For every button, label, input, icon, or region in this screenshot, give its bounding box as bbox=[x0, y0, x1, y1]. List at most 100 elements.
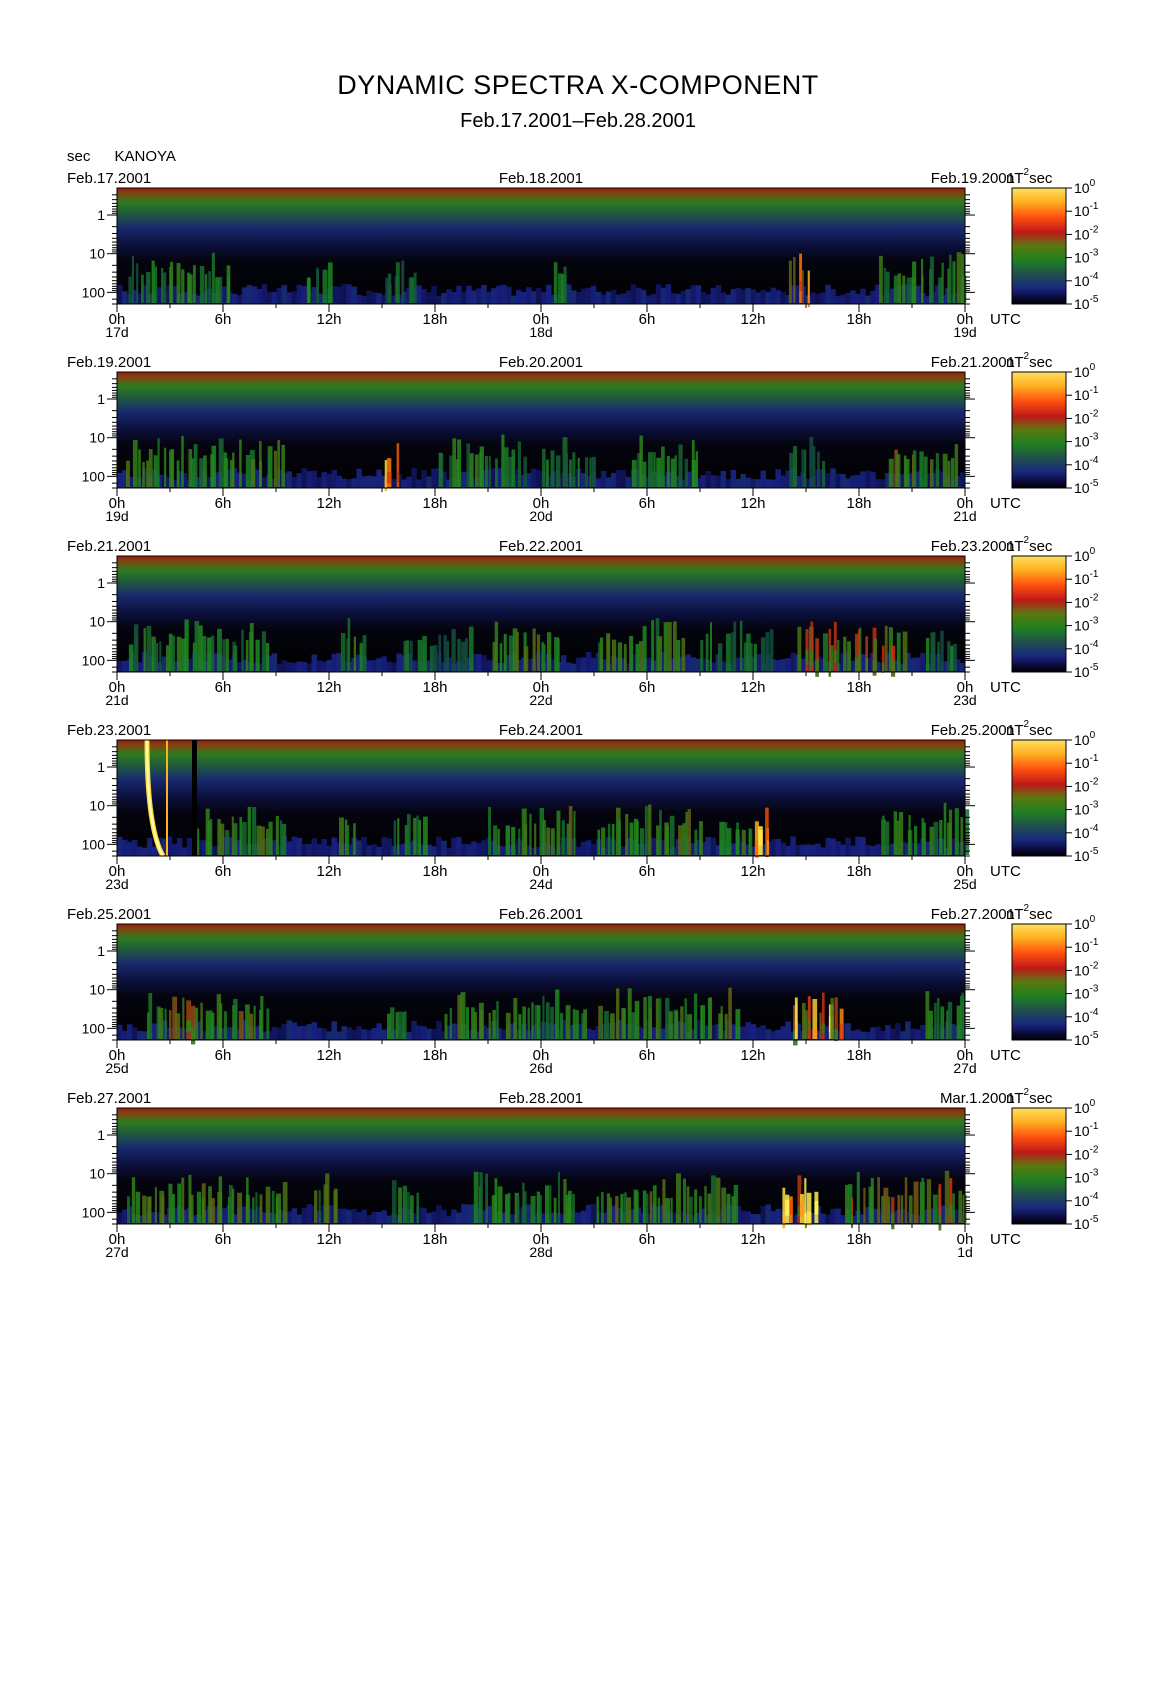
spectrogram-cell bbox=[780, 842, 786, 856]
spectrogram-cell bbox=[790, 652, 796, 672]
spectrogram-cell bbox=[286, 841, 293, 856]
spectrogram-cell bbox=[685, 654, 692, 672]
x-day-label: 20d bbox=[529, 508, 552, 524]
spectrogram-cell bbox=[800, 844, 806, 856]
spectrogram-cell bbox=[466, 844, 472, 856]
spectrogram-cell bbox=[153, 266, 158, 303]
x-day-label: 27d bbox=[953, 1060, 976, 1076]
spectrogram-cell bbox=[647, 452, 653, 487]
spectrogram-cell bbox=[565, 473, 572, 488]
spectrogram-cell bbox=[276, 287, 283, 304]
spectrogram-cell bbox=[678, 825, 683, 855]
spectrogram-cell bbox=[168, 633, 173, 671]
spectrogram-cell bbox=[232, 452, 235, 487]
colorbar-tick-label: 10-4 bbox=[1074, 1191, 1099, 1209]
spectrogram-cell bbox=[855, 1029, 861, 1040]
spectrogram-cell bbox=[715, 1177, 721, 1223]
spectrogram-cell bbox=[885, 821, 890, 855]
spectrogram-cell bbox=[306, 471, 313, 488]
spectrogram-cell bbox=[406, 814, 411, 855]
spectrogram-cell bbox=[821, 461, 826, 487]
spectrogram-cell bbox=[353, 636, 357, 671]
spectrogram-cell bbox=[906, 277, 912, 303]
spectrogram-cell bbox=[246, 1177, 249, 1223]
spectrogram-cell bbox=[526, 473, 532, 488]
x-hour-label: 18h bbox=[846, 679, 871, 696]
y-tick-label: 100 bbox=[82, 284, 106, 300]
colorbar-unit: nT2sec bbox=[1006, 719, 1053, 739]
spectrogram-cell bbox=[810, 292, 816, 304]
colorbar-unit: nT2sec bbox=[1006, 903, 1053, 923]
x-hour-label: 0h bbox=[109, 1231, 126, 1248]
spectrogram-cell bbox=[575, 1212, 582, 1224]
spectrogram-cell bbox=[471, 1007, 475, 1039]
spectrogram-cell bbox=[539, 807, 545, 855]
spectrogram-cell bbox=[441, 292, 447, 304]
spectrogram-cell bbox=[598, 642, 601, 671]
spectrogram-cell bbox=[241, 1020, 248, 1040]
spectrogram-cell bbox=[331, 286, 337, 304]
spectrogram-cell bbox=[217, 818, 221, 855]
panel-end-date: Feb.19.2001 bbox=[931, 170, 1015, 187]
colorbar-tick-label: 10-4 bbox=[1074, 639, 1099, 657]
spectrogram-cell bbox=[575, 1010, 579, 1039]
spectrogram-cell bbox=[643, 997, 647, 1039]
spectrogram-cell bbox=[858, 629, 861, 671]
spectrogram-cell bbox=[431, 468, 437, 488]
spectrogram-cell bbox=[386, 1215, 392, 1224]
spectrogram-cell bbox=[908, 1195, 913, 1223]
x-hour-label: 0h bbox=[533, 863, 550, 880]
spectrogram-cell bbox=[344, 819, 348, 855]
spectrogram-cell bbox=[182, 997, 185, 1039]
spectrogram-cell bbox=[572, 1008, 576, 1039]
spectrogram-cell bbox=[797, 626, 802, 671]
spectrogram-cell bbox=[542, 448, 546, 487]
spectrogram-cell bbox=[719, 821, 725, 855]
colorbar: 100 10-1 10-2 10-3 10-4 10-5 nT2sec bbox=[1006, 351, 1099, 496]
spectrogram-cell bbox=[820, 847, 826, 856]
spectrogram-cell bbox=[620, 658, 627, 672]
spectrogram-cell bbox=[617, 820, 621, 855]
spectrogram-cell bbox=[479, 446, 484, 487]
y-tick-label: 10 bbox=[89, 1166, 105, 1182]
spectrogram-cell bbox=[301, 468, 308, 488]
spectrogram-cell bbox=[890, 645, 896, 671]
spectrogram-cell bbox=[241, 629, 244, 671]
spectrogram-cell bbox=[277, 440, 281, 487]
spectrogram-cell bbox=[775, 290, 781, 304]
spectrogram-cell bbox=[656, 825, 661, 855]
x-hour-label: 6h bbox=[639, 679, 656, 696]
spectrogram-cell bbox=[168, 1010, 172, 1039]
spectrogram-cell bbox=[446, 479, 452, 488]
spectrogram-cell bbox=[306, 1024, 313, 1040]
spectrogram-cell bbox=[233, 645, 238, 671]
spectrogram-cell bbox=[479, 1010, 484, 1039]
spectrogram-cell bbox=[625, 290, 632, 304]
spectrogram-cell bbox=[825, 1214, 831, 1224]
spectrogram-cell bbox=[446, 1215, 452, 1224]
spectrogram-cell bbox=[803, 449, 807, 487]
spectrogram-cell bbox=[709, 622, 713, 671]
y-tick-label: 1 bbox=[97, 391, 105, 407]
spectrogram-cell bbox=[825, 661, 831, 672]
x-hour-label: 18h bbox=[422, 311, 447, 328]
spectrogram-cell bbox=[176, 838, 183, 856]
spectrogram-cell bbox=[698, 1196, 702, 1223]
spectrogram-cell bbox=[625, 838, 632, 856]
spectrogram-cell bbox=[281, 285, 288, 304]
spectrogram-cell bbox=[678, 444, 683, 487]
spectrogram-cell bbox=[259, 441, 262, 487]
spectrogram-cell bbox=[953, 643, 957, 671]
spectrogram-cell bbox=[431, 1211, 437, 1224]
spectrogram-cell bbox=[795, 845, 801, 856]
spectrogram-cell bbox=[346, 825, 350, 855]
spectrogram-cell bbox=[135, 1191, 141, 1223]
spectrogram-cell bbox=[883, 1187, 889, 1223]
spectrogram-cell bbox=[830, 1208, 836, 1224]
spectrogram-cell bbox=[580, 1210, 587, 1224]
spectrogram-cell bbox=[865, 844, 871, 856]
y-tick-label: 1 bbox=[97, 1127, 105, 1143]
spectrogram-cell bbox=[351, 478, 357, 488]
spectrogram-cell bbox=[153, 455, 158, 487]
spectrogram-cell bbox=[245, 640, 249, 671]
